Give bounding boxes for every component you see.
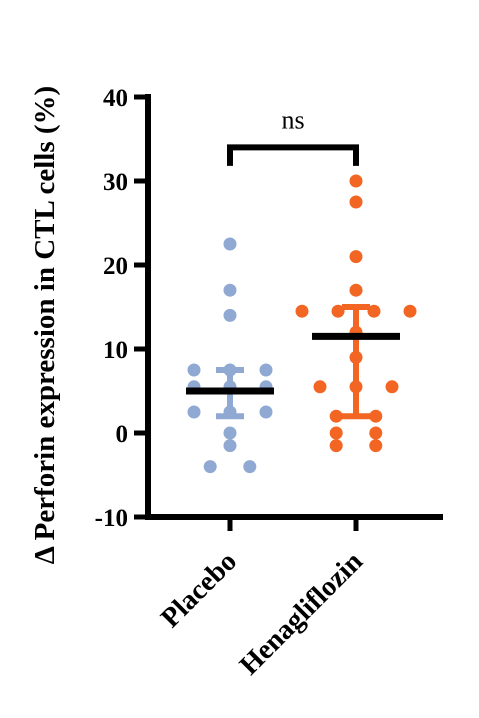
summary-bars bbox=[186, 304, 400, 420]
data-point bbox=[187, 405, 201, 419]
data-point bbox=[369, 426, 383, 440]
data-point bbox=[369, 439, 383, 453]
data-point bbox=[243, 460, 257, 474]
data-point bbox=[329, 426, 343, 440]
data-point bbox=[223, 439, 237, 453]
y-tick-label: 40 bbox=[103, 85, 128, 112]
data-point bbox=[223, 237, 237, 251]
data-point bbox=[259, 363, 273, 377]
data-point bbox=[223, 283, 237, 297]
x-tick-label: Henagliflozin bbox=[234, 546, 370, 682]
data-point bbox=[329, 439, 343, 453]
data-point bbox=[187, 363, 201, 377]
y-tick-label: -10 bbox=[95, 505, 128, 532]
data-point bbox=[313, 380, 327, 394]
y-tick-label: 10 bbox=[103, 337, 128, 364]
data-point bbox=[369, 409, 383, 423]
data-point bbox=[259, 405, 273, 419]
data-point bbox=[331, 304, 345, 318]
data-point bbox=[223, 308, 237, 322]
data-point bbox=[349, 250, 363, 264]
data-point bbox=[385, 380, 399, 394]
data-point bbox=[349, 195, 363, 209]
data-point bbox=[367, 304, 381, 318]
y-tick-label: 0 bbox=[116, 421, 129, 448]
data-point bbox=[349, 174, 363, 188]
y-axis: -10 0 10 20 30 40 bbox=[95, 85, 151, 532]
data-point bbox=[295, 304, 309, 318]
y-axis-label: Δ Perforin expression in CTL cells (%) bbox=[29, 86, 61, 564]
significance-label: ns bbox=[281, 105, 304, 134]
data-point bbox=[349, 283, 363, 297]
data-point bbox=[403, 304, 417, 318]
data-point bbox=[223, 426, 237, 440]
significance-bracket: ns bbox=[227, 105, 359, 166]
data-points bbox=[187, 174, 417, 474]
bracket-line bbox=[227, 144, 359, 166]
x-tick-label: Placebo bbox=[155, 546, 243, 634]
y-tick-label: 30 bbox=[103, 169, 128, 196]
data-point bbox=[203, 460, 217, 474]
y-tick-label: 20 bbox=[103, 253, 128, 280]
data-point bbox=[329, 409, 343, 423]
